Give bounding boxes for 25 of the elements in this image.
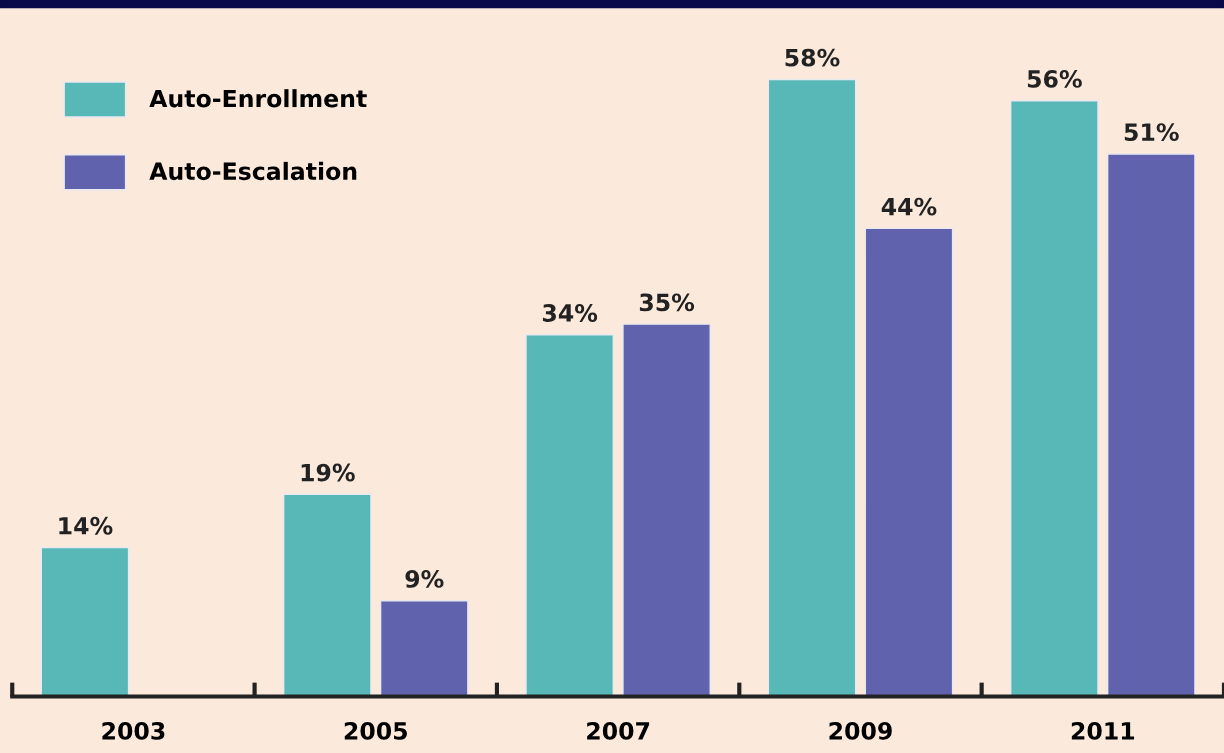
- data-label: 51%: [1124, 123, 1179, 142]
- x-tick-label: 2003: [102, 721, 165, 740]
- data-label: 9%: [405, 570, 444, 588]
- data-label: 35%: [639, 293, 695, 312]
- bar: [864, 227, 954, 697]
- x-tick-label: 2009: [829, 721, 892, 740]
- x-tick-label: 2007: [587, 721, 650, 740]
- legend-label: Auto-Enrollment: [149, 89, 367, 108]
- data-label: 44%: [881, 197, 937, 216]
- bar: [622, 323, 711, 697]
- x-tick-label: 2011: [1071, 721, 1135, 740]
- data-label: 14%: [59, 516, 113, 535]
- bar: [379, 600, 469, 697]
- data-label: 58%: [785, 48, 840, 67]
- bar: [1010, 100, 1099, 697]
- data-label: 34%: [542, 304, 598, 322]
- bar: [1106, 153, 1196, 697]
- bar: [282, 493, 372, 697]
- data-label: 19%: [301, 463, 355, 482]
- bar: [525, 334, 614, 697]
- bar: [40, 546, 130, 697]
- data-label: 56%: [1027, 69, 1082, 88]
- x-tick-label: 2005: [344, 721, 407, 740]
- bar: [767, 78, 857, 697]
- legend-label: Auto-Escalation: [149, 161, 357, 181]
